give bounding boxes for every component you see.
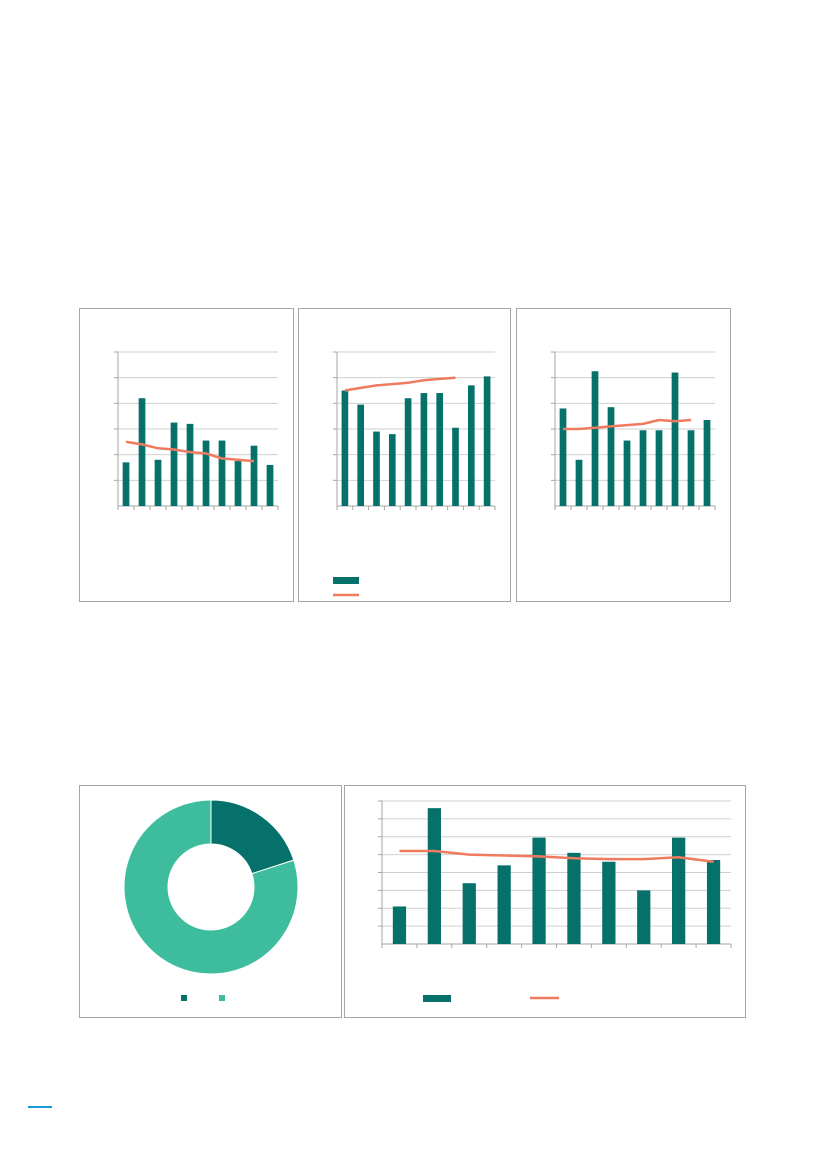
chart-1-trend-line <box>125 440 255 463</box>
chart-5-bar <box>672 837 686 944</box>
donut-legend-swatch-1 <box>181 995 187 1001</box>
donut-slice <box>123 799 299 975</box>
chart-panel-3 <box>516 308 731 602</box>
chart-3-bar <box>655 430 663 506</box>
chart-3-bar <box>623 440 631 506</box>
chart-1-bar <box>266 464 274 506</box>
chart-3-bar <box>591 371 599 506</box>
chart-5-bar <box>637 890 651 944</box>
chart-5-bar <box>706 859 721 944</box>
chart-5-legend-bar-swatch <box>423 995 451 1002</box>
donut-panel <box>79 785 342 1018</box>
chart-2-legend-bar-swatch <box>333 577 359 584</box>
chart-1-bar <box>170 422 178 506</box>
chart-2-bar <box>420 393 428 506</box>
chart-panel-1 <box>79 308 294 602</box>
donut-legend-swatch-2 <box>219 995 225 1001</box>
chart-3-bar <box>639 430 647 506</box>
chart-3-svg <box>551 351 716 510</box>
donut-slice <box>210 799 295 875</box>
chart-5-bar <box>427 808 441 944</box>
chart-5-svg <box>378 800 732 1002</box>
chart-2-bar <box>341 390 349 506</box>
chart-5-bar <box>602 861 616 944</box>
chart-2-bar <box>357 404 365 506</box>
chart-2-trend-line <box>344 376 456 392</box>
chart-panel-5 <box>344 785 746 1018</box>
chart-5-bar <box>532 837 546 944</box>
chart-1-bar <box>218 440 226 506</box>
donut-chart-svg <box>123 799 299 1001</box>
chart-panel-2 <box>298 308 511 602</box>
chart-1-bar <box>138 398 146 506</box>
chart-2-bar <box>467 385 475 506</box>
chart-1-bar <box>122 462 130 506</box>
chart-3-bar <box>687 430 695 506</box>
chart-3-bar <box>575 459 583 506</box>
chart-3-bar <box>607 407 615 506</box>
chart-2-svg <box>333 351 496 597</box>
page-marker <box>28 1106 52 1108</box>
chart-2-bar <box>373 431 380 506</box>
chart-5-bar <box>567 852 581 944</box>
chart-1-bar <box>250 445 258 506</box>
chart-5-bar <box>392 906 407 944</box>
chart-3-bar <box>559 408 567 506</box>
chart-2-bar <box>388 434 396 506</box>
chart-5-trend-line <box>399 849 714 864</box>
chart-1-bar <box>234 461 242 506</box>
chart-2-bar <box>452 427 459 506</box>
chart-5-bar <box>462 883 476 944</box>
chart-1-bar <box>202 440 210 506</box>
chart-2-bar <box>436 393 444 506</box>
chart-5-bar <box>497 865 511 944</box>
chart-3-trend-line <box>563 418 692 431</box>
chart-1-bar <box>186 423 194 506</box>
chart-1-svg <box>114 351 279 510</box>
chart-2-bar <box>404 398 412 506</box>
chart-2-bar <box>483 376 491 506</box>
chart-1-bar <box>154 459 162 506</box>
chart-3-bar <box>703 420 711 506</box>
chart-3-bar <box>671 372 679 506</box>
